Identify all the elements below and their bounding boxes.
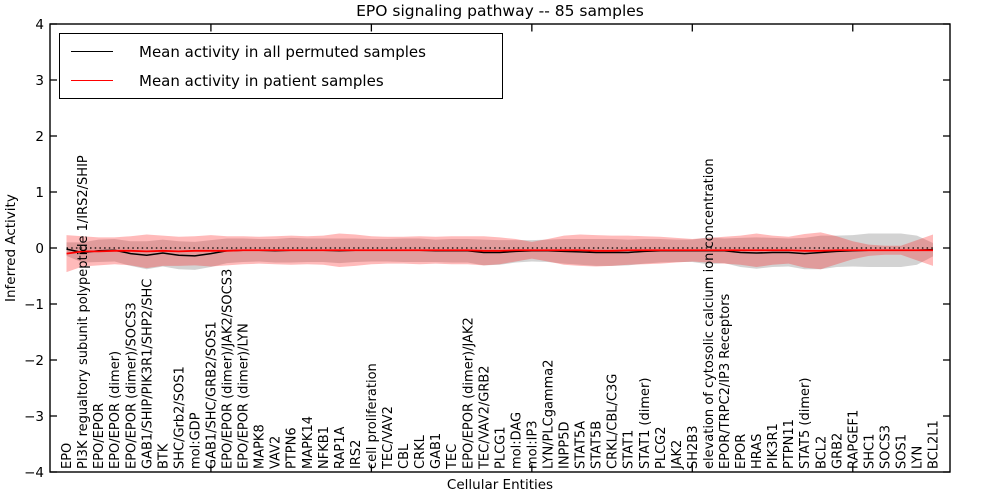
- x-category-label: STAT1 (dimer): [638, 378, 653, 469]
- x-category-label: mol:GDP: [188, 412, 203, 469]
- x-category-label: EPO/EPOR (dimer)/JAK2/SOCS3: [221, 269, 236, 469]
- legend-label-patient: Mean activity in patient samples: [139, 71, 384, 90]
- x-category-label: INPP5D: [558, 421, 573, 469]
- x-category-label: SHC1: [862, 434, 877, 469]
- legend: Mean activity in all permuted samples Me…: [59, 33, 503, 99]
- x-category-label: SOCS3: [878, 425, 893, 469]
- x-category-label: MAPK8: [253, 424, 268, 469]
- x-category-label: STAT5 (dimer): [798, 378, 813, 469]
- x-category-label: BTK: [156, 443, 171, 469]
- legend-entry-permuted: Mean activity in all permuted samples: [60, 41, 502, 63]
- y-tick-label: 3: [35, 73, 44, 89]
- x-category-label: TEC: [445, 444, 460, 470]
- x-category-label: cell proliferation: [365, 363, 380, 469]
- y-axis-title: Inferred Activity: [3, 194, 19, 302]
- x-axis-title: Cellular Entities: [446, 477, 554, 493]
- x-category-label: STAT5B: [590, 421, 605, 469]
- x-category-label: GAB1/SHC/GRB2/SOS1: [205, 321, 220, 469]
- x-category-label: BCL2: [814, 436, 829, 469]
- x-category-label: EPO/EPOR (dimer)/SOCS3: [124, 302, 139, 469]
- x-category-label: MAPK14: [301, 416, 316, 469]
- x-category-label: PI3K regualtory subunit polypeptide 1/IR…: [76, 155, 91, 469]
- x-category-label: RAP1A: [333, 426, 348, 469]
- x-category-label: GRB2: [830, 433, 845, 469]
- x-category-label: NFKB1: [317, 426, 332, 469]
- x-category-label: PLCG1: [493, 426, 508, 469]
- x-category-label: TEC/VAV2: [381, 406, 396, 470]
- legend-line-patient-icon: [71, 80, 113, 81]
- x-category-label: TEC/VAV2/GRB2: [477, 365, 492, 470]
- legend-label-permuted: Mean activity in all permuted samples: [139, 42, 426, 61]
- x-category-label: STAT5A: [574, 421, 589, 469]
- x-category-label: BCL2L1: [927, 420, 942, 469]
- x-category-label: HRAS: [750, 434, 765, 469]
- x-category-label: CRKL/CBL/C3G: [606, 374, 621, 469]
- y-tick-label: −4: [24, 465, 44, 481]
- x-category-label: SH2B3: [686, 426, 701, 470]
- chart-title: EPO signaling pathway -- 85 samples: [356, 2, 644, 20]
- x-category-label: RAPGEF1: [846, 410, 861, 469]
- x-category-label: EPO/EPOR: [92, 403, 107, 469]
- x-category-label: mol:DAG: [509, 412, 524, 469]
- x-category-label: PTPN11: [782, 419, 797, 469]
- x-category-label: CBL: [397, 443, 412, 469]
- x-category-label: EPOR: [734, 434, 749, 469]
- x-category-label: mol:IP3: [525, 420, 540, 469]
- series-line-permuted: [66, 248, 934, 257]
- x-category-label: GAB1/SHIP/PIK3R1/SHP2/SHC: [140, 279, 155, 469]
- x-category-label: elevation of cytosolic calcium ion conce…: [702, 158, 717, 469]
- x-category-label: CRKL: [413, 434, 428, 469]
- x-category-label: LYN/PLCgamma2: [541, 359, 556, 469]
- x-category-label: PLCG2: [654, 426, 669, 469]
- series-line-patient: [66, 249, 933, 255]
- y-tick-label: 4: [35, 17, 44, 33]
- x-category-label: VAV2: [269, 436, 284, 469]
- x-category-label: EPO/EPOR (dimer)/JAK2: [461, 317, 476, 469]
- x-category-label: EPOR/TRPC2/IP3 Receptors: [718, 293, 733, 469]
- x-category-label: PTPN6: [285, 427, 300, 469]
- x-category-label: PIK3R1: [766, 423, 781, 469]
- legend-entry-patient: Mean activity in patient samples: [60, 70, 502, 92]
- y-tick-label: −2: [24, 353, 44, 369]
- x-category-label: EPO/EPOR (dimer): [108, 351, 123, 469]
- y-tick-label: 1: [35, 185, 44, 201]
- x-category-label: GAB1: [429, 433, 444, 469]
- legend-line-permuted-icon: [71, 51, 113, 52]
- y-tick-label: 0: [35, 241, 44, 257]
- x-category-label: LYN: [911, 446, 926, 469]
- y-tick-label: −1: [24, 297, 44, 313]
- x-category-label: SHC/Grb2/SOS1: [172, 366, 187, 469]
- y-tick-label: 2: [35, 129, 44, 145]
- x-category-label: STAT1: [622, 430, 637, 469]
- x-category-label: IRS2: [349, 440, 364, 469]
- y-tick-label: −3: [24, 409, 44, 425]
- x-category-label: JAK2: [670, 440, 685, 470]
- x-category-label: SOS1: [895, 434, 910, 469]
- x-category-label: EPO: [60, 443, 75, 469]
- x-category-label: EPO/EPOR (dimer)/LYN: [237, 323, 252, 469]
